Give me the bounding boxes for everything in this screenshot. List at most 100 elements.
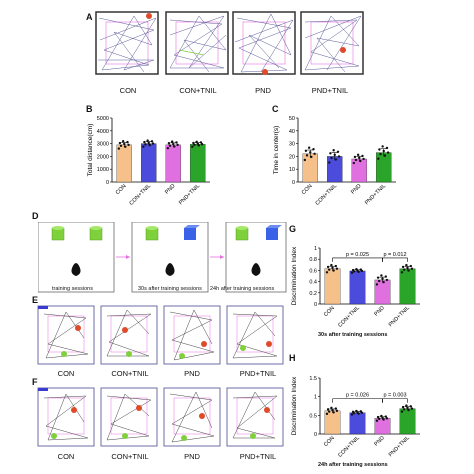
data-point	[377, 157, 380, 160]
data-point	[303, 158, 307, 162]
data-point	[307, 146, 311, 149]
y-tick-label: 30	[289, 142, 295, 148]
data-point	[386, 151, 390, 154]
trajectory-panel-e	[37, 305, 284, 365]
session-box-training	[38, 222, 115, 293]
data-point	[385, 278, 389, 282]
data-point	[361, 154, 364, 158]
data-point	[350, 271, 354, 274]
data-point	[385, 417, 389, 420]
label-24h-sessions: 24h after training sessions	[210, 286, 275, 292]
label-f-con: CON	[57, 452, 75, 461]
data-point	[400, 410, 404, 413]
data-point	[360, 411, 364, 414]
label-training-sessions: training sessions	[52, 286, 93, 292]
data-point	[410, 267, 414, 270]
data-point	[329, 152, 332, 155]
xlabel-g: 30s after training sessions	[318, 332, 388, 338]
label-a-con: CON	[119, 86, 137, 95]
data-point	[352, 270, 356, 273]
data-point	[406, 406, 409, 410]
data-point	[195, 140, 198, 143]
y-tick-label: 2000	[97, 154, 109, 160]
x-tick-label: CON	[323, 305, 336, 318]
data-point	[377, 279, 381, 283]
data-point	[327, 410, 331, 413]
y-tick-label: 1000	[97, 167, 109, 173]
y-tick-label: 0.6	[309, 268, 317, 274]
bar	[324, 268, 341, 305]
bar	[165, 144, 181, 183]
data-point	[170, 140, 174, 143]
session-box-30s	[131, 222, 209, 293]
data-point	[330, 406, 333, 410]
data-point	[124, 145, 127, 148]
label-e-pnd-tnil: PND+TNIL	[239, 369, 277, 378]
data-point	[147, 141, 150, 145]
x-tick-label: CON+TNIL	[337, 305, 361, 329]
data-point	[173, 145, 176, 148]
data-point	[143, 140, 146, 144]
data-point	[334, 264, 338, 268]
bar	[399, 268, 416, 305]
schematic-panel-d	[38, 222, 287, 293]
data-point	[401, 265, 405, 269]
data-point	[362, 157, 365, 161]
y-tick-label: 1	[314, 246, 317, 252]
data-point	[313, 152, 316, 156]
y-tick-label: 50	[289, 116, 295, 122]
label-30s-sessions: 30s after training sessions	[138, 286, 202, 292]
label-e-pnd: PND	[184, 369, 200, 378]
data-point	[401, 405, 405, 409]
trajectory-panel-f	[37, 387, 284, 447]
y-tick-label: 0	[314, 432, 317, 438]
panel-letter-d: D	[32, 211, 39, 221]
bar	[349, 412, 366, 435]
chart-discrimination-30s: 0 0.2 0.4 0.6 0.8 1 Discrimination Index CON CON…	[291, 246, 420, 329]
data-point	[356, 153, 360, 157]
y-tick-label: 5000	[97, 116, 109, 122]
bar	[141, 143, 157, 183]
data-point	[197, 144, 201, 147]
y-tick-label: 4000	[97, 129, 109, 135]
arena-e-con-tnil	[100, 305, 158, 365]
data-point	[332, 269, 335, 272]
arena-f-con	[37, 387, 95, 447]
data-point	[378, 148, 381, 151]
x-tick-label: PND+TNIL	[178, 183, 201, 206]
panel-letter-e: E	[32, 295, 39, 305]
data-point	[409, 264, 413, 268]
data-point	[310, 155, 313, 159]
data-point	[331, 408, 334, 412]
session-box-24h	[225, 222, 287, 293]
y-tick-label: 10	[289, 167, 295, 173]
y-tick-label: 1.5	[309, 376, 317, 382]
y-tick-label: 0.5	[309, 413, 317, 419]
chart-time-in-center: 0 10 20 30 40 50 Time in center(s) CON CON+TNIL P…	[273, 116, 396, 207]
data-point	[312, 148, 315, 151]
data-point	[167, 142, 171, 145]
x-tick-label: PND	[373, 435, 385, 447]
data-point	[200, 143, 204, 146]
data-point	[148, 143, 152, 147]
arena-f-con-tnil	[100, 387, 158, 447]
trajectory-panel-a	[95, 11, 364, 75]
arena-e-con	[37, 305, 95, 365]
data-point	[119, 144, 123, 148]
label-f-pnd: PND	[184, 452, 200, 461]
data-point	[330, 263, 333, 267]
data-point	[332, 411, 335, 414]
x-tick-label: PND	[350, 183, 362, 195]
data-point	[400, 271, 404, 274]
label-e-con: CON	[57, 369, 75, 378]
data-point	[326, 408, 330, 411]
data-point	[354, 158, 358, 162]
data-point	[407, 269, 410, 272]
data-point	[385, 146, 389, 150]
data-point	[144, 143, 147, 146]
p-value-label: p = 0.025	[346, 252, 369, 258]
data-point	[376, 415, 380, 419]
data-point	[142, 145, 145, 148]
data-point	[375, 283, 379, 286]
